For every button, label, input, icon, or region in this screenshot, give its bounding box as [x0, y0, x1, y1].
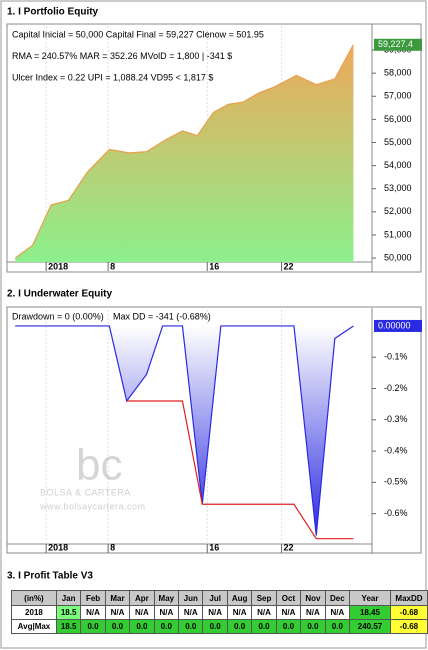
table-row: Avg|Max 18.5 0.0 0.0 0.0 0.0 0.0 0.0 0.0 0.0 0.0 0.… [11, 619, 428, 634]
table-cell: Avg|Max [11, 619, 57, 634]
x-tick-label: 8 [110, 542, 115, 552]
table-cell: N/A [129, 605, 155, 620]
y-tick-label: 56,000 [384, 114, 412, 124]
x-tick-label: 2018 [48, 261, 68, 271]
profit-table: (in%) Jan Feb Mar Apr May Jun Jul Aug Sep Oct Nov De… [11, 590, 428, 634]
x-tick-label: 16 [209, 261, 219, 271]
line [126, 400, 354, 540]
y-tick-label: -0.5% [384, 477, 408, 487]
table-cell: 240.57 [349, 619, 391, 634]
table-row: 2018 18.5 N/A N/A N/A N/A N/A N/A N/A N/A N/A N/A N/… [11, 605, 428, 620]
section-title: 3. I Profit Table V3 [7, 571, 93, 582]
y-tick-label: -0.6% [384, 508, 408, 518]
table-row: (in%) Jan Feb Mar Apr May Jun Jul Aug Sep Oct Nov De… [11, 590, 428, 606]
table-cell: Jan [55, 590, 82, 606]
table-cell: 0.0 [251, 619, 277, 634]
annotation: RMA = 240.57% MAR = 352.26 MVolD = 1,800… [12, 51, 232, 61]
y-tick-label: -0.1% [384, 352, 408, 362]
y-tick-label: -0.4% [384, 445, 408, 455]
annotation: Capital Inicial = 50,000 Capital Final =… [12, 29, 264, 39]
y-tick-label: -0.3% [384, 414, 408, 424]
y-tick-label: 55,000 [384, 137, 412, 147]
table-cell: 0.0 [202, 619, 228, 634]
value-label-box [374, 319, 422, 332]
table-cell: Oct [275, 590, 302, 606]
table-cell: Aug [226, 590, 253, 606]
area [15, 325, 354, 536]
line [15, 325, 354, 536]
table-cell: 0.0 [129, 619, 155, 634]
watermark-url: www.bolsaycartera.com [39, 501, 146, 511]
table-cell: May [153, 590, 180, 606]
table-cell: 0.0 [275, 619, 302, 634]
section-title: 1. I Portfolio Equity [7, 7, 99, 18]
y-tick-label: 58,000 [384, 68, 412, 78]
section-title: 2. I Underwater Equity [7, 289, 112, 300]
table-cell: Sep [251, 590, 277, 606]
x-tick-label: 22 [284, 261, 294, 271]
table-cell: -0.68 [389, 605, 428, 620]
y-tick-label: 54,000 [384, 160, 412, 170]
y-tick-label: 57,000 [384, 91, 412, 101]
table-cell: 0.0 [104, 619, 131, 634]
table-cell: MaxDD [389, 590, 428, 606]
table-cell: -0.68 [389, 619, 428, 634]
y-tick-label: 53,000 [384, 183, 412, 193]
table-cell: N/A [178, 605, 204, 620]
table-cell: 0.0 [153, 619, 180, 634]
table-cell: N/A [275, 605, 302, 620]
y-tick-label: -0.2% [384, 383, 408, 393]
table-cell: Year [349, 590, 391, 606]
area [15, 44, 354, 263]
annotation: Ulcer Index = 0.22 UPI = 1,088.24 VD95 <… [12, 72, 213, 82]
y-tick-label: 51,000 [384, 229, 412, 239]
table-cell: N/A [202, 605, 228, 620]
table-cell: 0.0 [178, 619, 204, 634]
table-cell: Nov [300, 590, 326, 606]
y-tick-label: 52,000 [384, 206, 412, 216]
value-label: 59,227.4 [378, 39, 413, 49]
table-cell: N/A [251, 605, 277, 620]
line [14, 44, 354, 259]
legend-entry: Drawdown = 0 (0.00%) [12, 311, 104, 321]
legend-entry: Max DD = -341 (-0.68%) [113, 311, 211, 321]
table-cell: Mar [104, 590, 131, 606]
table-cell: 0.0 [300, 619, 326, 634]
x-tick-label: 2018 [48, 542, 68, 552]
table-cell: 18.45 [349, 605, 391, 620]
table-cell: (in%) [11, 590, 57, 606]
x-tick-label: 22 [284, 542, 294, 552]
table-cell: Apr [129, 590, 155, 606]
table-cell: N/A [300, 605, 326, 620]
table-cell: N/A [104, 605, 131, 620]
table-cell: 0.0 [226, 619, 253, 634]
table-cell: 2018 [11, 605, 57, 620]
table-cell: 0.0 [324, 619, 351, 634]
table-cell: N/A [153, 605, 180, 620]
table-cell: Jul [202, 590, 228, 606]
table-cell: Feb [80, 590, 106, 606]
table-cell: 18.5 [55, 619, 82, 634]
table-cell: 18.5 [55, 605, 82, 620]
value-label: 0.00000 [378, 320, 411, 330]
table-cell: N/A [226, 605, 253, 620]
y-tick-label: 50,000 [384, 252, 412, 262]
table-cell: Jun [178, 590, 204, 606]
table-cell: 0.0 [80, 619, 106, 634]
table-cell: N/A [324, 605, 351, 620]
value-label-box [374, 38, 422, 51]
table-cell: N/A [80, 605, 106, 620]
watermark-logo: bc [76, 441, 122, 490]
table-cell: Dec [324, 590, 351, 606]
x-tick-label: 16 [209, 542, 219, 552]
x-tick-label: 8 [110, 261, 115, 271]
watermark-name: BOLSA & CARTERA [40, 487, 131, 497]
